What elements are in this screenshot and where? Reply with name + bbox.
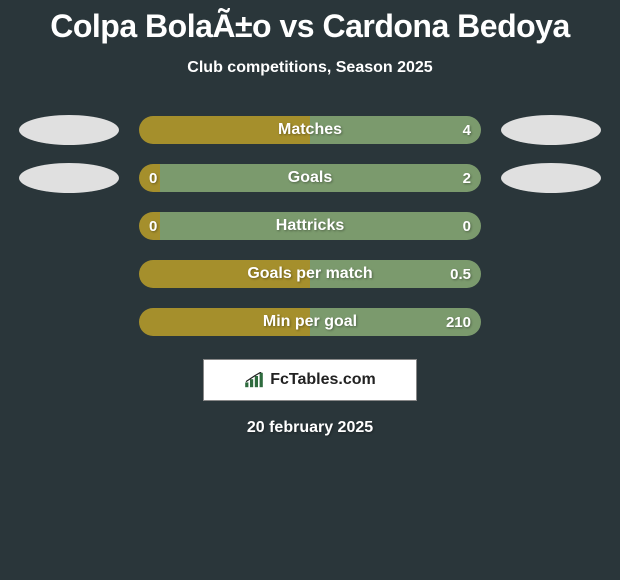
spacer bbox=[501, 259, 601, 289]
stat-row: 0 0 Hattricks bbox=[0, 211, 620, 241]
stat-bar: 0.5 Goals per match bbox=[139, 260, 481, 288]
chart-title: Colpa BolaÃ±o vs Cardona Bedoya bbox=[0, 8, 620, 45]
spacer bbox=[501, 211, 601, 241]
spacer bbox=[19, 211, 119, 241]
stat-bar: 0 2 Goals bbox=[139, 164, 481, 192]
spacer bbox=[19, 259, 119, 289]
stat-bar: 4 Matches bbox=[139, 116, 481, 144]
player-right-icon bbox=[501, 163, 601, 193]
bar-chart-icon bbox=[244, 372, 264, 388]
stat-label: Min per goal bbox=[263, 313, 357, 331]
chart-date: 20 february 2025 bbox=[0, 419, 620, 437]
spacer bbox=[19, 307, 119, 337]
stat-row: 0 2 Goals bbox=[0, 163, 620, 193]
player-left-icon bbox=[19, 115, 119, 145]
stat-right-value: 2 bbox=[463, 170, 471, 187]
stat-label: Goals per match bbox=[247, 265, 372, 283]
comparison-chart: Colpa BolaÃ±o vs Cardona Bedoya Club com… bbox=[0, 0, 620, 437]
spacer bbox=[501, 307, 601, 337]
stat-right-value: 0 bbox=[463, 218, 471, 235]
player-right-icon bbox=[501, 115, 601, 145]
stat-label: Goals bbox=[288, 169, 332, 187]
stat-right-value: 4 bbox=[463, 122, 471, 139]
stat-bar: 0 0 Hattricks bbox=[139, 212, 481, 240]
branding-badge: FcTables.com bbox=[203, 359, 417, 401]
stat-row: 4 Matches bbox=[0, 115, 620, 145]
branding-text: FcTables.com bbox=[270, 371, 376, 389]
stat-rows: 4 Matches 0 2 Goals 0 0 Hattricks 0.5 Goals per m… bbox=[0, 115, 620, 337]
stat-right-value: 0.5 bbox=[450, 266, 471, 283]
stat-bar: 210 Min per goal bbox=[139, 308, 481, 336]
stat-row: 0.5 Goals per match bbox=[0, 259, 620, 289]
stat-left-value: 0 bbox=[149, 170, 157, 187]
chart-subtitle: Club competitions, Season 2025 bbox=[0, 59, 620, 77]
stat-left-value: 0 bbox=[149, 218, 157, 235]
stat-bar-left: 0 bbox=[139, 164, 160, 192]
stat-bar-left: 0 bbox=[139, 212, 160, 240]
stat-row: 210 Min per goal bbox=[0, 307, 620, 337]
stat-right-value: 210 bbox=[446, 314, 471, 331]
stat-label: Hattricks bbox=[276, 217, 344, 235]
player-left-icon bbox=[19, 163, 119, 193]
stat-label: Matches bbox=[278, 121, 342, 139]
